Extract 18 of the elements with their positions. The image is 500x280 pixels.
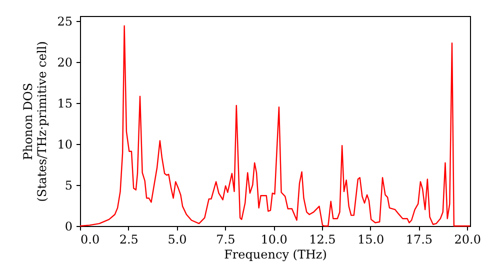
x-tick-label: 2.5 bbox=[119, 232, 138, 246]
x-tick-label: 20.0 bbox=[454, 232, 481, 246]
x-tick-label: 7.5 bbox=[216, 232, 236, 246]
y-tick-label: 5 bbox=[64, 178, 72, 192]
y-axis-title: Phonon DOS (States/THz·primitive cell) bbox=[21, 41, 50, 202]
x-tick-label: 12.5 bbox=[309, 232, 336, 246]
y-tick-label: 15 bbox=[57, 96, 72, 110]
x-tick-label: 17.5 bbox=[406, 232, 433, 246]
y-tick-label: 25 bbox=[57, 14, 72, 28]
y-tick-label: 0 bbox=[64, 220, 72, 234]
y-tick-label: 20 bbox=[57, 55, 72, 70]
x-axis-title: Frequency (THz) bbox=[224, 248, 327, 262]
x-tick-label: 10.0 bbox=[260, 232, 288, 246]
x-tick-label: 15.0 bbox=[357, 232, 384, 246]
y-tick-label: 10 bbox=[57, 137, 72, 152]
x-tick-label: 5.0 bbox=[168, 232, 187, 246]
line-series bbox=[79, 25, 471, 227]
x-tick-label: 0.0 bbox=[80, 232, 100, 246]
